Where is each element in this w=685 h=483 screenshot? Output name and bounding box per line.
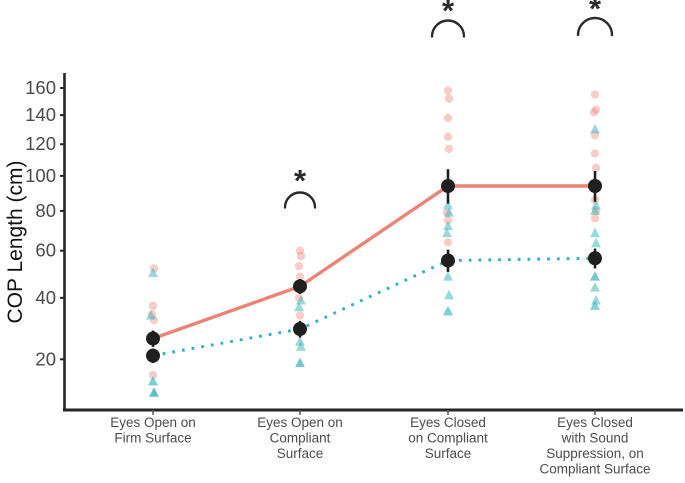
scatter-point-triangle: [591, 294, 601, 305]
significance-asterisk: *: [442, 0, 455, 28]
scatter-point-triangle: [296, 341, 306, 351]
scatter-point-circle: [443, 113, 453, 123]
scatter-point-circle: [590, 214, 600, 223]
scatter-point-circle: [295, 246, 305, 255]
x-tick-label: Eyes Closed on Compliant Surface: [408, 415, 488, 461]
mean-dot: [146, 348, 160, 363]
scatter-point-triangle: [591, 237, 601, 248]
y-tick-label: 60: [35, 240, 56, 261]
mean-dot: [146, 331, 160, 346]
scatter-point-circle: [295, 311, 305, 320]
y-tick-label: 120: [25, 133, 56, 154]
scatter-point-circle: [295, 272, 305, 281]
scatter-point-triangle: [149, 387, 159, 397]
significance-arc: [430, 19, 466, 38]
scatter-point-triangle: [591, 199, 601, 210]
scatter-point-triangle: [444, 289, 454, 300]
significance-asterisk: *: [589, 0, 602, 26]
y-axis-title: COP Length (cm): [4, 160, 27, 323]
scatter-point-triangle: [146, 310, 156, 320]
mean-dot: [441, 253, 455, 268]
scatter-point-triangle: [590, 282, 600, 292]
x-tick-label: Eyes Open on Compliant Surface: [257, 415, 343, 461]
mean-line-salmon-circles: [152, 184, 595, 341]
mean-dot: [588, 179, 602, 194]
scatter-point-triangle: [590, 227, 600, 238]
y-tick-label: 160: [25, 77, 56, 98]
scatter-point-triangle: [148, 375, 158, 386]
scatter-point-triangle: [442, 227, 452, 238]
scatter-point-triangle: [590, 300, 600, 310]
mean-dot: [293, 279, 307, 294]
mean-line-teal-triangles: [152, 256, 596, 358]
scatter-point-circle: [443, 216, 453, 225]
y-tick-label: 20: [35, 348, 56, 369]
scatter-point-triangle: [295, 336, 305, 346]
mean-dot: [293, 322, 307, 337]
scatter-point-circle: [591, 105, 601, 114]
significance-arc: [576, 16, 614, 37]
scatter-point-circle: [296, 251, 306, 261]
scatter-point-circle: [443, 132, 453, 141]
scatter-point-triangle: [148, 267, 158, 278]
scatter-point-circle: [591, 163, 601, 172]
mean-dot: [441, 179, 455, 194]
scatter-point-triangle: [443, 199, 453, 210]
significance-asterisk: *: [294, 163, 307, 198]
scatter-point-circle: [590, 90, 600, 99]
scatter-point-triangle: [590, 205, 600, 215]
scatter-point-circle: [443, 238, 453, 247]
scatter-point-circle: [148, 301, 158, 311]
y-tick-label: 100: [25, 165, 56, 186]
scatter-point-circle: [443, 86, 453, 95]
scatter-point-triangle: [294, 301, 304, 312]
scatter-point-triangle: [443, 220, 453, 231]
x-tick-label: Eyes Open on Firm Surface: [110, 415, 196, 446]
scatter-point-triangle: [443, 271, 453, 281]
scatter-point-triangle: [296, 294, 306, 305]
scatter-point-triangle: [295, 357, 305, 368]
scatter-point-triangle: [590, 123, 600, 134]
y-tick-label: 40: [35, 287, 56, 308]
scatter-point-triangle: [443, 305, 453, 316]
scatter-point-triangle: [590, 271, 600, 281]
scatter-point-circle: [444, 144, 454, 154]
scatter-point-circle: [148, 370, 158, 380]
x-tick-label: Eyes Closed with Sound Suppression, on Comp…: [539, 415, 650, 477]
mean-dot: [588, 251, 602, 266]
y-tick-label: 80: [35, 200, 56, 221]
scatter-point-circle: [589, 108, 599, 117]
scatter-point-circle: [444, 94, 454, 103]
significance-arc: [283, 191, 317, 209]
scatter-point-triangle: [444, 207, 454, 217]
scatter-point-circle: [590, 149, 600, 158]
y-tick-label: 140: [25, 104, 56, 125]
scatter-point-circle: [294, 261, 304, 271]
